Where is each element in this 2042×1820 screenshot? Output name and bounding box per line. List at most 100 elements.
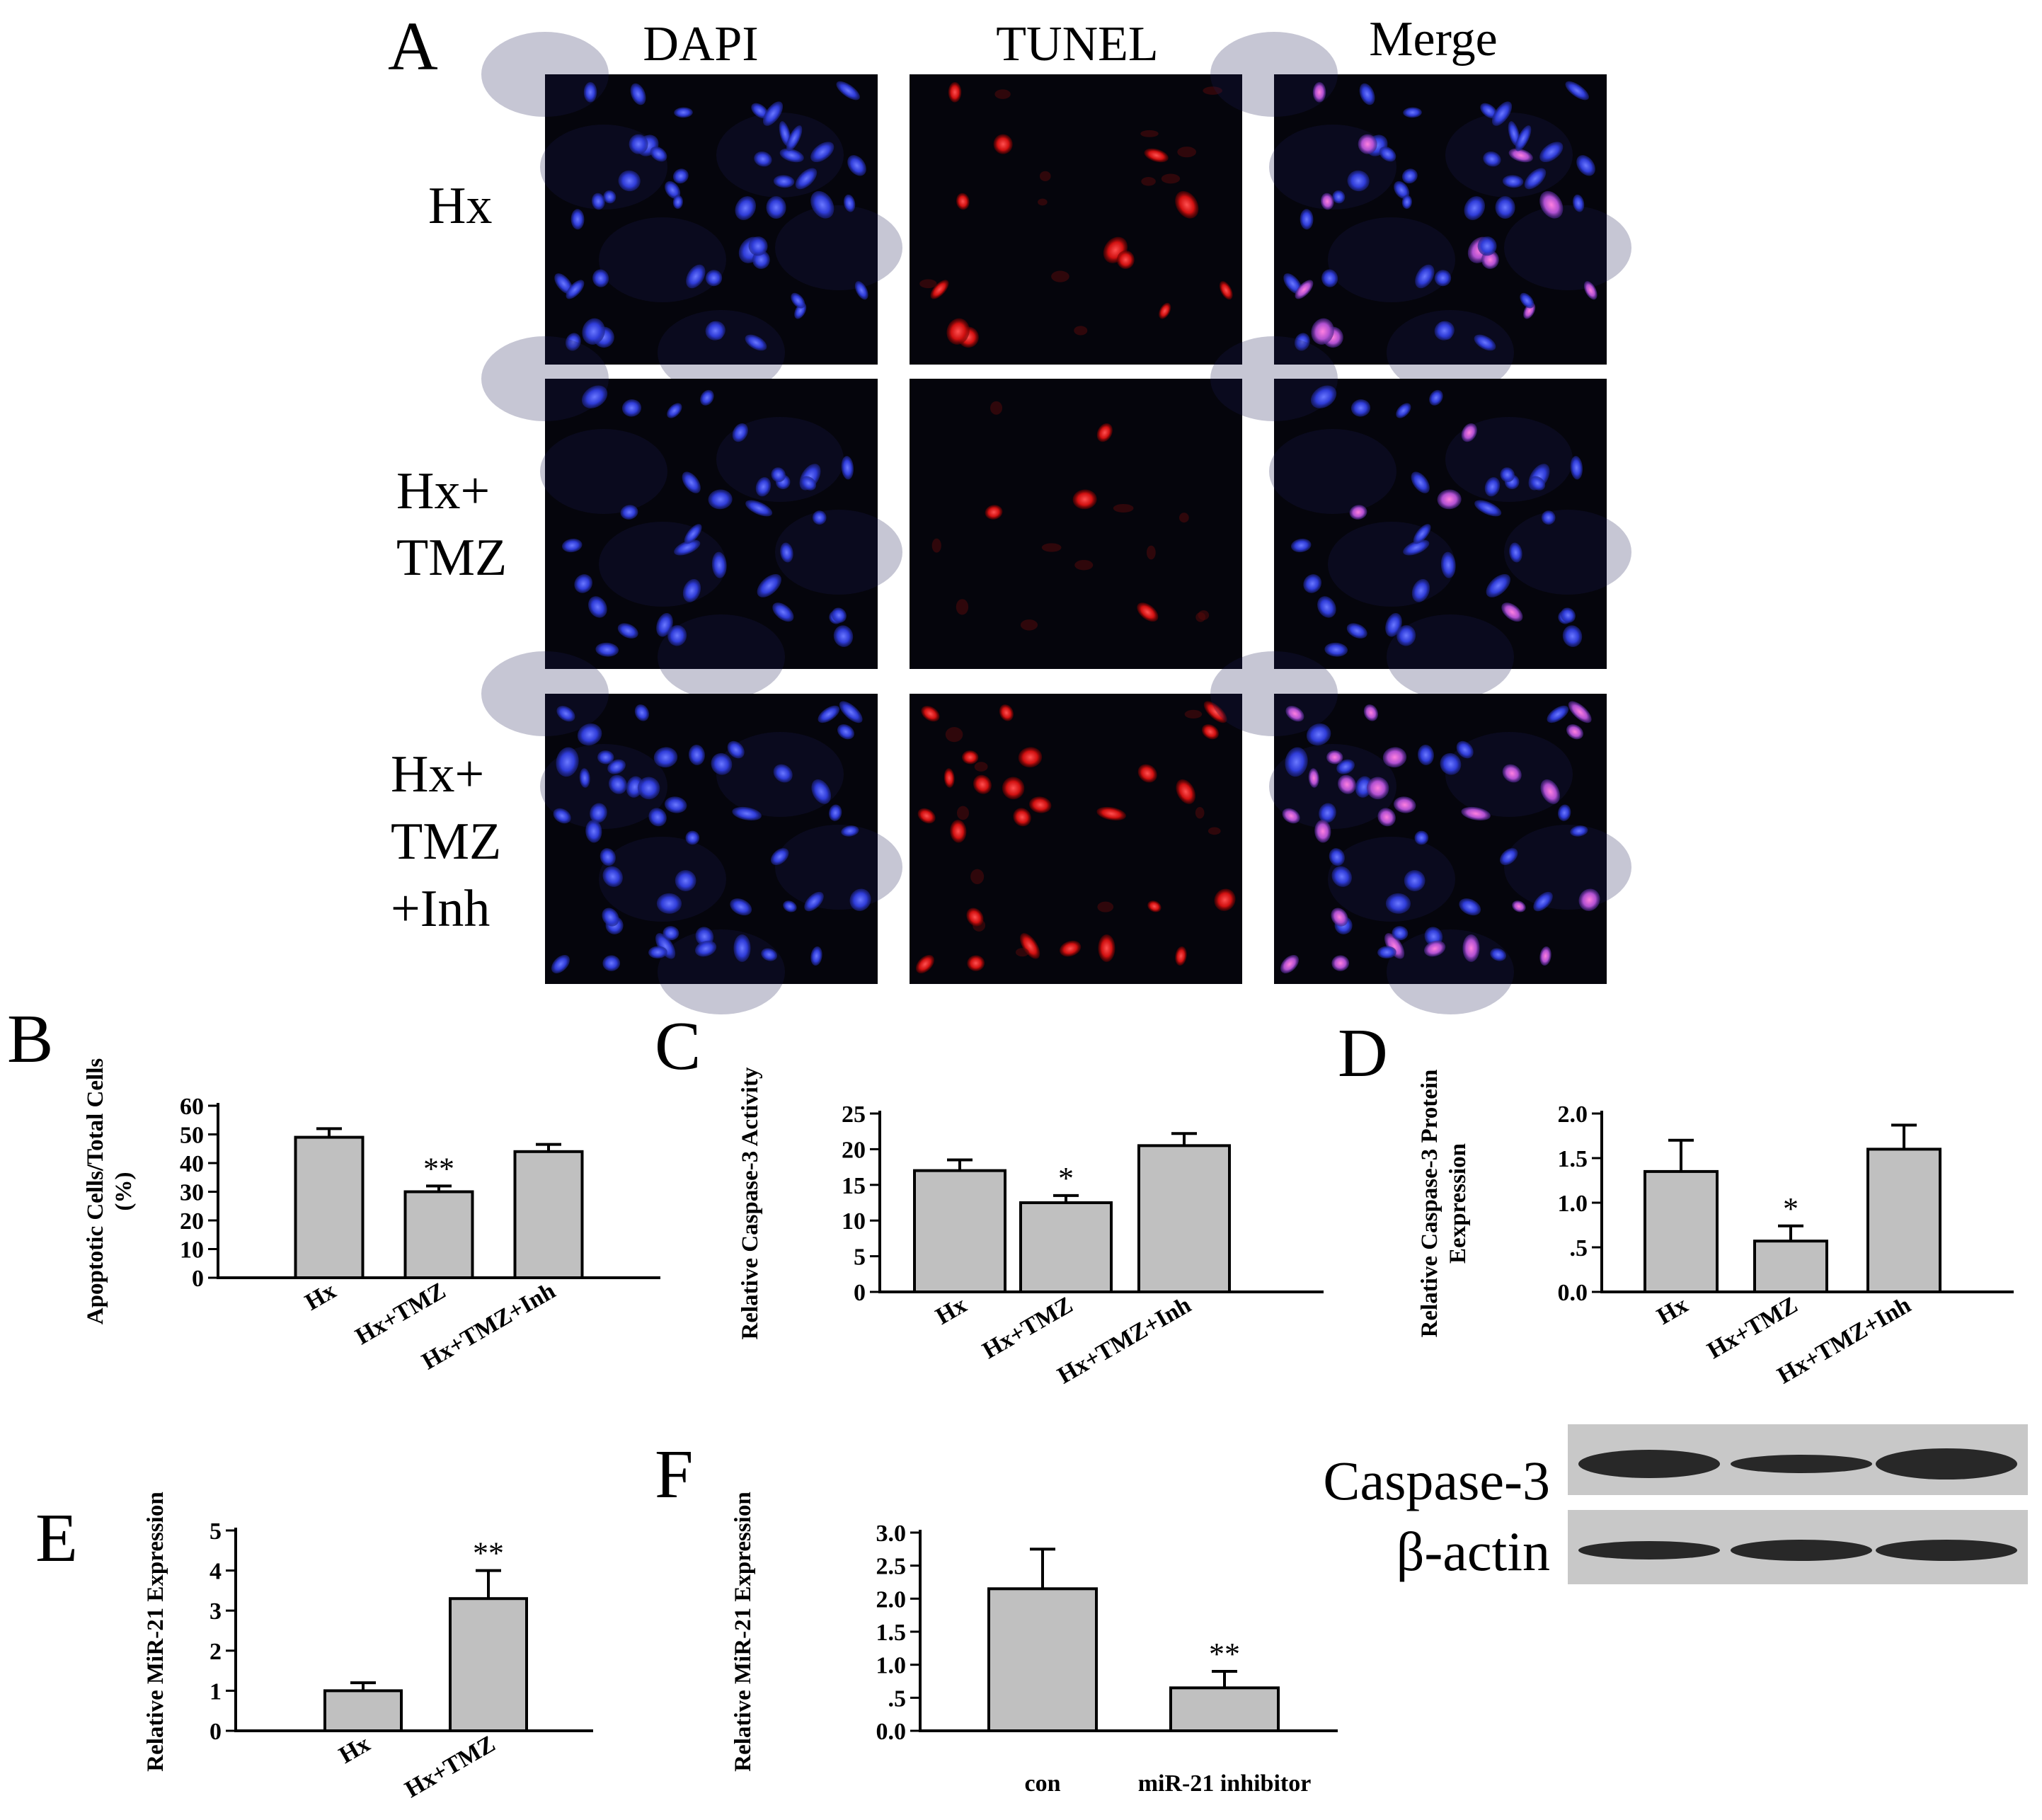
nucleus bbox=[665, 796, 687, 813]
y-tick-label: 1.0 bbox=[876, 1653, 907, 1679]
nucleus bbox=[795, 168, 818, 190]
nucleus bbox=[1415, 264, 1435, 289]
nucleus bbox=[648, 808, 667, 827]
nucleus bbox=[837, 724, 854, 740]
nucleus bbox=[812, 510, 827, 525]
y-axis-label-line: Relative Caspase-3 Activity bbox=[738, 1067, 763, 1339]
nucleus bbox=[1291, 539, 1312, 553]
micrograph-background bbox=[1274, 74, 1607, 365]
column-label-tunel: TUNEL bbox=[996, 17, 1158, 71]
nucleus bbox=[1331, 908, 1348, 927]
nucleus bbox=[634, 704, 649, 721]
nucleus bbox=[950, 820, 967, 843]
faint-nucleus bbox=[956, 599, 969, 615]
nucleus bbox=[1486, 573, 1510, 597]
y-tick-label: 10 bbox=[180, 1237, 204, 1264]
nucleus bbox=[810, 946, 822, 966]
nucleus bbox=[1392, 926, 1409, 941]
micrograph-background bbox=[910, 74, 1242, 365]
faint-nucleus bbox=[1016, 948, 1029, 957]
faint-nucleus bbox=[1203, 86, 1222, 95]
nucleus bbox=[1565, 81, 1589, 101]
nucleus bbox=[841, 456, 854, 480]
bar-hx-tmz bbox=[449, 1597, 528, 1732]
nucleus bbox=[810, 190, 834, 219]
blot-band bbox=[1731, 1540, 1872, 1561]
nucleus bbox=[1461, 806, 1491, 821]
nucleus bbox=[1137, 764, 1157, 783]
nucleus bbox=[985, 505, 1003, 520]
faint-nucleus bbox=[994, 89, 1011, 99]
category-label: miR-21 inhibitor bbox=[1138, 1770, 1312, 1797]
nucleus bbox=[1385, 893, 1411, 914]
nucleus bbox=[675, 870, 696, 891]
nucleus bbox=[1570, 825, 1588, 837]
nucleus bbox=[1429, 389, 1443, 406]
nucleus bbox=[831, 607, 847, 623]
category-label: Hx bbox=[1653, 1292, 1692, 1330]
micrograph-tunel-row-3 bbox=[910, 694, 1242, 984]
faint-nucleus bbox=[1195, 806, 1205, 819]
nucleus bbox=[672, 168, 689, 184]
panel-f-letter: F bbox=[655, 1436, 694, 1513]
faint-nucleus bbox=[1161, 173, 1181, 184]
nucleus bbox=[711, 551, 727, 578]
blot-band bbox=[1578, 1541, 1720, 1559]
nucleus bbox=[921, 706, 940, 722]
y-tick-label: 20 bbox=[180, 1208, 204, 1235]
nucleus bbox=[962, 750, 979, 765]
nucleus bbox=[917, 808, 936, 824]
nucleus bbox=[946, 318, 970, 345]
bar-mir-21-inhibitor bbox=[1169, 1686, 1280, 1732]
nucleus bbox=[588, 596, 607, 618]
nucleus bbox=[700, 389, 714, 406]
faint-nucleus bbox=[1184, 709, 1203, 719]
micrograph-dapi-row-1 bbox=[481, 32, 902, 395]
bar-hx-tmz-inh bbox=[1137, 1144, 1231, 1293]
nucleus bbox=[685, 830, 700, 845]
nucleus bbox=[732, 423, 748, 442]
nucleus bbox=[602, 866, 623, 887]
nucleus bbox=[1326, 750, 1343, 765]
nucleus bbox=[620, 505, 638, 520]
nucleus bbox=[1137, 602, 1159, 622]
y-axis-label-line: Relative MiR-21 Expression bbox=[143, 1492, 168, 1771]
cytoplasm-haze bbox=[658, 310, 785, 395]
nucleus bbox=[1570, 456, 1583, 480]
nucleus bbox=[727, 740, 745, 759]
nucleus bbox=[1413, 524, 1431, 544]
nucleus bbox=[833, 625, 854, 647]
nucleus bbox=[556, 747, 579, 777]
nucleus bbox=[1331, 866, 1352, 887]
nucleus bbox=[556, 706, 575, 722]
category-label: Hx bbox=[301, 1278, 340, 1316]
nucleus bbox=[836, 81, 860, 101]
nucleus bbox=[1477, 236, 1497, 256]
panel-b-letter: B bbox=[7, 1001, 53, 1077]
cytoplasm-haze bbox=[1269, 429, 1396, 514]
nucleus bbox=[1440, 752, 1462, 775]
y-tick-label: 2.0 bbox=[876, 1586, 907, 1613]
nucleus bbox=[1500, 467, 1515, 483]
cytoplasm-haze bbox=[1387, 310, 1514, 395]
blot-band bbox=[1876, 1540, 2017, 1561]
nucleus bbox=[705, 270, 723, 287]
nucleus bbox=[755, 477, 772, 497]
y-tick-label: 40 bbox=[180, 1151, 204, 1177]
nucleus bbox=[1474, 334, 1496, 351]
nucleus bbox=[1382, 747, 1407, 768]
nucleus bbox=[1568, 701, 1592, 723]
nucleus bbox=[674, 107, 693, 118]
cytoplasm-haze bbox=[1210, 651, 1338, 736]
nucleus bbox=[1558, 804, 1571, 821]
faint-nucleus bbox=[1038, 198, 1048, 206]
nucleus bbox=[650, 147, 667, 162]
nucleus bbox=[810, 142, 834, 163]
panel-a-letter: A bbox=[388, 8, 438, 85]
faint-nucleus bbox=[1074, 559, 1094, 571]
nucleus bbox=[1401, 195, 1412, 210]
nucleus bbox=[1349, 505, 1367, 520]
faint-nucleus bbox=[1020, 619, 1038, 631]
nucleus bbox=[1495, 196, 1515, 219]
blot-strip-beta-actin bbox=[1568, 1510, 2028, 1584]
